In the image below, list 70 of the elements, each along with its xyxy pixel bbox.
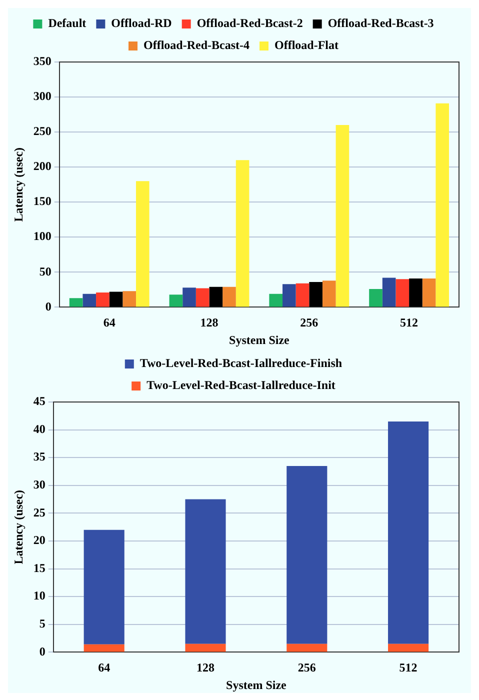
bar xyxy=(369,288,382,307)
x-tick-label: 128 xyxy=(196,660,214,674)
y-tick-label: 35 xyxy=(33,450,46,464)
y-tick-label: 250 xyxy=(33,124,52,138)
legend-label: Two-Level-Red-Bcast-Iallreduce-Init xyxy=(146,378,336,392)
y-tick-label: 45 xyxy=(33,394,46,408)
bar xyxy=(286,466,328,644)
legend-label: Offload-Red-Bcast-2 xyxy=(196,16,303,30)
y-tick-label: 350 xyxy=(33,54,52,68)
bar xyxy=(282,284,296,307)
y-tick-label: 200 xyxy=(33,159,52,174)
bar xyxy=(209,286,223,307)
bar xyxy=(309,282,322,307)
bar xyxy=(388,644,429,652)
bar xyxy=(336,125,350,307)
bar xyxy=(396,279,410,307)
bar xyxy=(286,644,328,652)
bar xyxy=(388,421,429,644)
bar xyxy=(436,103,450,307)
bar xyxy=(84,530,124,644)
bar xyxy=(269,294,283,307)
legend-label: Offload-Flat xyxy=(274,38,338,52)
y-tick-label: 5 xyxy=(39,616,46,630)
y-axis-title: Latency (usec) xyxy=(11,490,26,564)
x-tick-label: 512 xyxy=(400,315,418,330)
bar xyxy=(122,291,136,307)
bar xyxy=(136,181,150,307)
y-axis-title: Latency (usec) xyxy=(11,147,26,222)
y-tick-label: 40 xyxy=(33,422,46,436)
legend-label: Offload-Red-Bcast-4 xyxy=(144,38,250,52)
x-tick-label: 256 xyxy=(300,315,318,330)
bar xyxy=(382,278,396,307)
y-tick-label: 0 xyxy=(39,644,46,658)
x-tick-label: 512 xyxy=(399,660,418,674)
bar xyxy=(69,298,83,307)
y-tick-label: 150 xyxy=(33,194,52,208)
bar xyxy=(84,644,124,652)
y-tick-label: 50 xyxy=(39,264,52,278)
x-tick-label: 64 xyxy=(103,315,116,330)
x-tick-label: 128 xyxy=(200,315,218,330)
y-tick-label: 100 xyxy=(33,229,52,244)
bar xyxy=(296,283,310,307)
bar xyxy=(82,294,96,307)
legend-label: Default xyxy=(48,16,86,30)
bar xyxy=(222,286,236,307)
bar xyxy=(182,288,196,307)
bar xyxy=(109,292,123,307)
legend-label: Offload-Red-Bcast-3 xyxy=(328,16,434,30)
x-axis-title: System Size xyxy=(229,332,290,347)
y-tick-label: 20 xyxy=(33,533,46,548)
bar xyxy=(422,278,436,307)
x-tick-label: 256 xyxy=(298,660,316,674)
legend-label: Two-Level-Red-Bcast-Iallreduce-Finish xyxy=(140,356,342,370)
y-tick-label: 30 xyxy=(33,477,46,492)
bar xyxy=(196,288,210,307)
y-tick-label: 300 xyxy=(33,89,52,104)
bar xyxy=(169,294,183,307)
bar xyxy=(236,160,250,307)
legend-label: Offload-RD xyxy=(111,16,172,30)
y-tick-label: 10 xyxy=(33,588,46,603)
bar xyxy=(409,278,422,307)
bar xyxy=(322,280,336,307)
bar xyxy=(185,644,226,652)
bar xyxy=(185,499,226,644)
x-tick-label: 64 xyxy=(98,660,110,674)
y-tick-label: 15 xyxy=(33,560,46,575)
y-tick-label: 0 xyxy=(45,299,52,314)
y-tick-label: 25 xyxy=(33,505,46,520)
x-axis-title: System Size xyxy=(226,678,288,692)
bar xyxy=(96,292,110,307)
